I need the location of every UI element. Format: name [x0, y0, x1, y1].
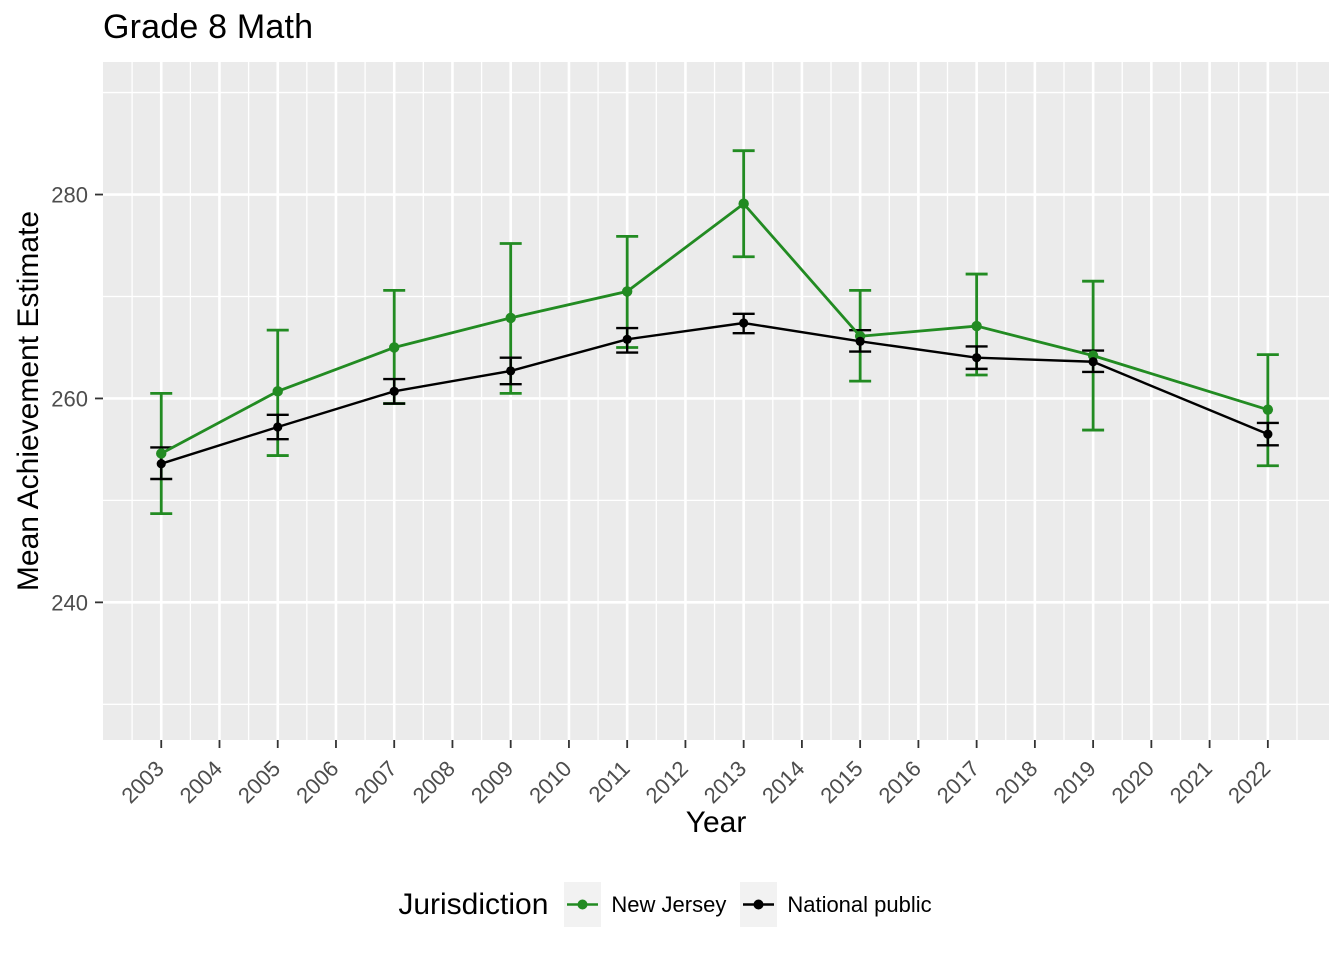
data-point [1262, 404, 1274, 415]
svg-text:260: 260 [51, 386, 88, 411]
svg-text:2013: 2013 [699, 756, 751, 808]
data-point [273, 422, 283, 432]
chart-title: Grade 8 Math [103, 8, 314, 46]
svg-text:2011: 2011 [584, 756, 635, 807]
svg-text:2005: 2005 [233, 756, 285, 808]
svg-text:2008: 2008 [408, 756, 460, 808]
panel-background [103, 62, 1329, 740]
data-point [389, 386, 399, 396]
line-dot-key-icon [740, 882, 778, 927]
svg-text:2020: 2020 [1107, 756, 1159, 808]
svg-text:2010: 2010 [524, 756, 576, 808]
data-point [738, 198, 749, 209]
legend-item-national-public: National public [740, 882, 932, 927]
points-national-public [156, 318, 1273, 469]
legend-item-label: National public [787, 891, 932, 917]
svg-text:2017: 2017 [932, 756, 984, 808]
svg-text:2006: 2006 [291, 756, 343, 808]
line-new-jersey [160, 201, 1269, 455]
data-point [389, 342, 400, 353]
data-point [156, 459, 166, 469]
svg-text:2018: 2018 [990, 756, 1042, 808]
data-point [621, 286, 633, 297]
data-point [972, 353, 982, 363]
gridlines-major [103, 62, 1329, 740]
svg-text:2007: 2007 [349, 756, 401, 808]
line-dot-key-icon [564, 882, 602, 927]
data-point [971, 320, 982, 332]
legend-title: Jurisdiction [398, 887, 549, 921]
legend-item-label: New Jersey [611, 891, 727, 917]
svg-text:2004: 2004 [175, 756, 227, 808]
legend: Jurisdiction New Jersey National public [0, 882, 1344, 927]
svg-text:2021: 2021 [1165, 756, 1217, 808]
y-axis-tick-labels: 240 260 280 [51, 183, 88, 616]
data-point [1263, 429, 1273, 439]
data-point [272, 386, 283, 397]
svg-text:240: 240 [51, 590, 88, 615]
data-point [505, 312, 516, 324]
svg-text:2012: 2012 [641, 756, 693, 808]
data-point [506, 366, 516, 376]
svg-text:2003: 2003 [116, 756, 168, 808]
legend-item-new-jersey: New Jersey [564, 882, 726, 927]
data-point [156, 448, 167, 459]
svg-text:2009: 2009 [466, 756, 518, 808]
svg-text:2016: 2016 [874, 756, 926, 808]
x-axis-tick-labels: 2003 2004 2005 2006 2007 2008 2009 2010 2011 2012… [116, 756, 1275, 808]
line-national-public [160, 321, 1269, 465]
data-point [739, 318, 749, 328]
svg-text:2015: 2015 [815, 756, 867, 808]
svg-text:2019: 2019 [1048, 756, 1100, 808]
data-point [622, 334, 632, 344]
x-axis-title: Year [686, 806, 747, 839]
axis-ticks [95, 193, 1269, 748]
gridlines-minor [103, 62, 1329, 740]
svg-text:280: 280 [51, 183, 88, 208]
data-point [1088, 357, 1098, 367]
svg-text:2022: 2022 [1223, 756, 1275, 808]
svg-text:2014: 2014 [757, 756, 809, 808]
y-axis-title: Mean Achievement Estimate [12, 211, 45, 591]
data-point [855, 336, 865, 346]
